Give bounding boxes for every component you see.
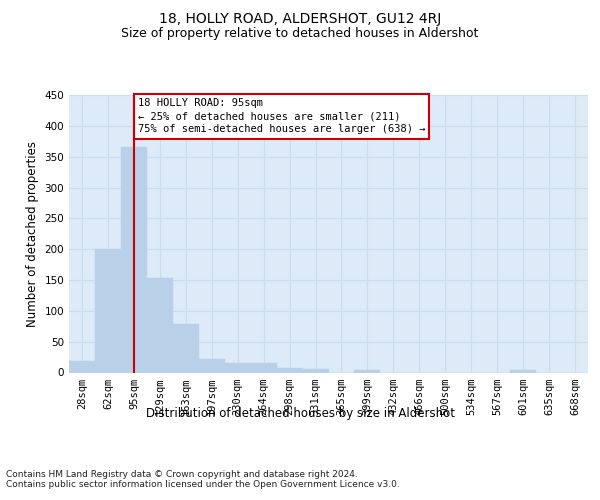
Text: Size of property relative to detached houses in Aldershot: Size of property relative to detached ho… [121, 28, 479, 40]
Bar [147, 278, 173, 372]
Text: 18, HOLLY ROAD, ALDERSHOT, GU12 4RJ: 18, HOLLY ROAD, ALDERSHOT, GU12 4RJ [159, 12, 441, 26]
Bar [251, 363, 277, 372]
Bar [199, 359, 224, 372]
Bar [355, 370, 380, 372]
Bar [69, 362, 95, 372]
Bar [121, 148, 147, 372]
Bar [510, 370, 536, 372]
Bar [173, 324, 199, 372]
Bar [302, 369, 329, 372]
Text: Distribution of detached houses by size in Aldershot: Distribution of detached houses by size … [146, 408, 455, 420]
Text: Contains HM Land Registry data © Crown copyright and database right 2024.
Contai: Contains HM Land Registry data © Crown c… [6, 470, 400, 490]
Bar [225, 363, 251, 372]
Bar [95, 248, 121, 372]
Text: 18 HOLLY ROAD: 95sqm
← 25% of detached houses are smaller (211)
75% of semi-deta: 18 HOLLY ROAD: 95sqm ← 25% of detached h… [138, 98, 425, 134]
Bar [277, 368, 302, 372]
Y-axis label: Number of detached properties: Number of detached properties [26, 141, 39, 327]
